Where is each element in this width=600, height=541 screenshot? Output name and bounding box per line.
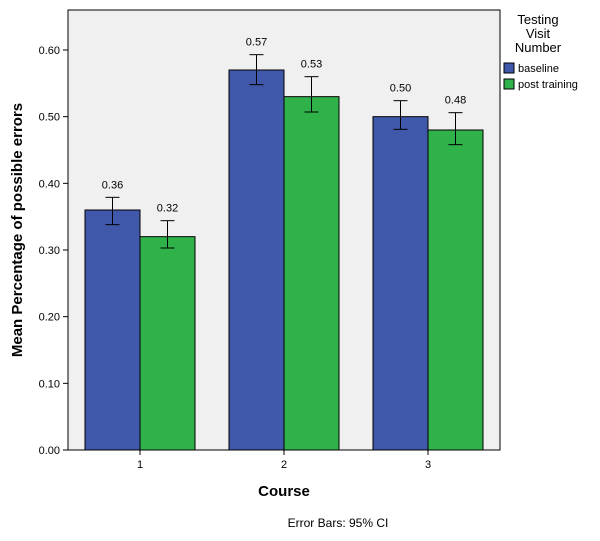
y-tick-label: 0.50 bbox=[39, 112, 60, 124]
error-bars-note: Error Bars: 95% CI bbox=[288, 516, 389, 530]
y-axis: 0.00 0.10 0.20 0.30 0.40 0.50 0.60 bbox=[39, 45, 68, 457]
x-axis: 1 2 3 bbox=[137, 450, 431, 471]
legend-title-line: Visit bbox=[526, 26, 551, 41]
legend-swatch-post-training bbox=[503, 78, 515, 90]
x-tick-label: 2 bbox=[281, 459, 287, 471]
bars bbox=[84, 69, 484, 451]
data-label: 0.48 bbox=[445, 95, 466, 107]
y-tick-label: 0.00 bbox=[39, 445, 60, 457]
y-tick-label: 0.30 bbox=[39, 245, 60, 257]
legend-title-line: Number bbox=[515, 40, 562, 55]
data-label: 0.53 bbox=[301, 59, 322, 71]
legend-title-line: Testing bbox=[517, 12, 558, 27]
y-tick-label: 0.60 bbox=[39, 45, 60, 57]
data-label: 0.36 bbox=[102, 179, 123, 191]
y-tick-label: 0.40 bbox=[39, 178, 60, 190]
error-bars bbox=[105, 54, 463, 249]
y-axis-title: Mean Percentage of possible errors bbox=[9, 103, 26, 357]
x-tick-label: 3 bbox=[425, 459, 431, 471]
bar-baseline-course-1 bbox=[84, 209, 141, 451]
bar-baseline-course-3 bbox=[372, 116, 429, 451]
legend-label-post-training: post training bbox=[518, 79, 578, 91]
x-axis-title: Course bbox=[258, 483, 310, 500]
legend-swatch-baseline bbox=[503, 62, 515, 74]
bar-post-training-course-2 bbox=[283, 96, 340, 451]
legend: Testing Visit Number baseline post train… bbox=[503, 12, 578, 91]
bar-baseline-course-2 bbox=[228, 69, 285, 451]
legend-label-baseline: baseline bbox=[518, 63, 559, 75]
x-tick-label: 1 bbox=[137, 459, 143, 471]
bar-post-training-course-3 bbox=[427, 129, 484, 451]
y-tick-label: 0.10 bbox=[39, 378, 60, 390]
y-tick-label: 0.20 bbox=[39, 312, 60, 324]
data-label: 0.32 bbox=[157, 203, 178, 215]
data-label: 0.57 bbox=[246, 37, 267, 49]
data-label: 0.50 bbox=[390, 83, 411, 95]
data-labels: 0.36 0.32 0.57 0.53 0.50 0.48 bbox=[102, 37, 466, 215]
bar-post-training-course-1 bbox=[139, 236, 196, 451]
